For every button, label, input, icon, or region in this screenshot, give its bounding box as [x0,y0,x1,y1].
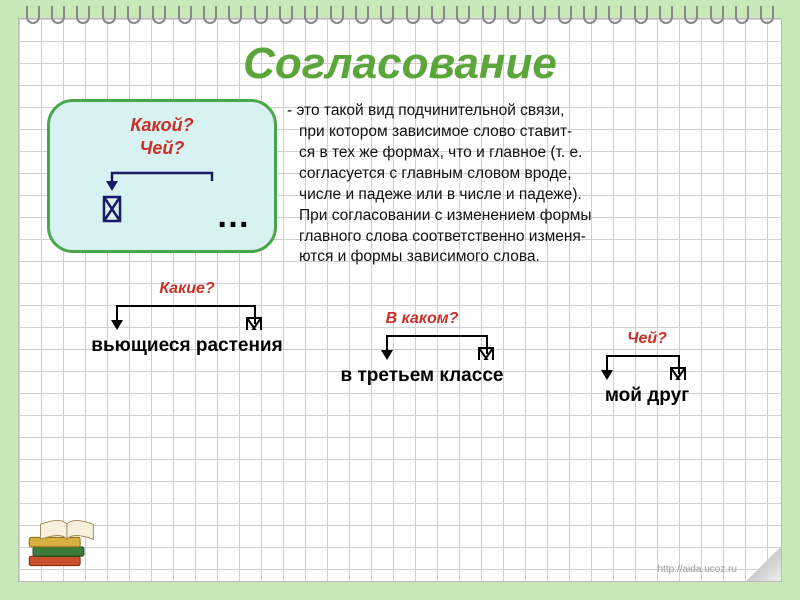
example-3-question: Чей? [587,330,707,348]
example-1-question: Какие? [87,280,287,298]
example-3: Чей? мой друг [587,330,707,407]
concept-question-1: Какой? [64,114,260,137]
def-line4: согласуется с главным словом вроде, [287,164,753,185]
example-3-phrase: мой друг [587,385,707,407]
concept-question-2: Чей? [64,137,260,160]
page-curl-icon [747,547,781,581]
concept-box: Какой? Чей? … [47,99,277,253]
spiral-binding [0,6,800,30]
def-line8: ются и формы зависимого слова. [287,247,753,268]
example-2-question: В каком? [327,310,517,328]
page: Согласование Какой? Чей? … - это такой в… [18,18,782,582]
footer-url: http://aida.ucoz.ru [658,564,738,575]
page-title: Согласование [47,39,753,89]
top-row: Какой? Чей? … - это такой вид подчинител… [47,99,753,268]
def-line1: это такой вид подчинительной связи, [296,102,564,119]
example-1-phrase: вьющиеся растения [87,335,287,357]
example-2-arrow-icon [327,330,517,360]
example-2: В каком? в третьем классе [327,310,517,387]
example-1: Какие? вьющиеся растения [87,280,287,357]
books-icon [23,511,109,577]
definition-text: - это такой вид подчинительной связи, пр… [287,99,753,268]
def-line7: главного слова соответственно изменя- [287,227,753,248]
def-line3: ся в тех же формах, что и главное (т. е. [287,143,753,164]
example-2-phrase: в третьем классе [327,365,517,387]
example-1-arrow-icon [87,300,287,330]
dependency-arrow-icon [92,171,232,227]
example-3-arrow-icon [587,350,707,380]
ellipsis: … [216,197,252,236]
def-line6: При согласовании с изменением формы [287,206,753,227]
examples-area: Какие? вьющиеся растения В каком? в трет… [47,280,753,440]
def-line2: при котором зависимое слово ставит- [287,122,753,143]
def-line5: числе и падеже или в числе и падеже). [287,185,753,206]
